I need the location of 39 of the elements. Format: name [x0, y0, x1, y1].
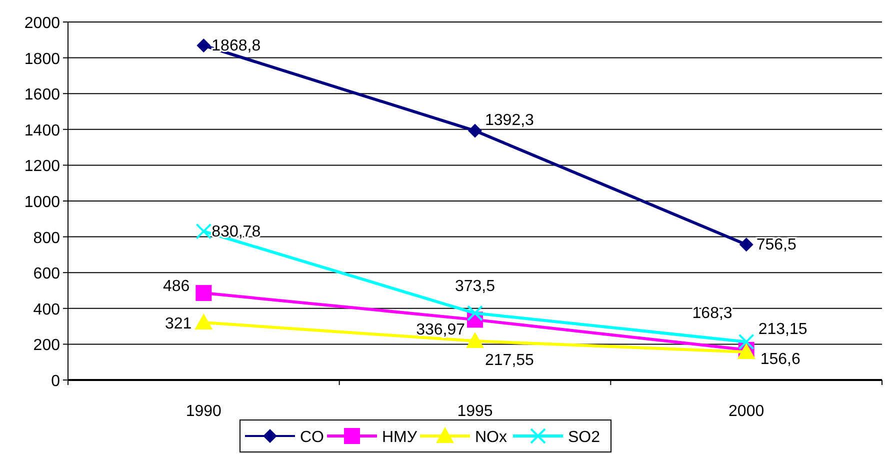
data-label: 168,3 — [692, 304, 732, 322]
y-tick-label: 1400 — [24, 122, 60, 140]
data-label: 756,5 — [756, 236, 796, 254]
x-tick-label: 1990 — [186, 403, 222, 420]
data-label: 373,5 — [454, 278, 496, 296]
point — [194, 314, 213, 330]
point — [196, 223, 212, 240]
data-label: 1392,3 — [485, 112, 534, 129]
x-tick-label: 1995 — [457, 403, 493, 420]
point — [468, 124, 482, 138]
legend-label: SO2 — [568, 429, 600, 446]
y-tick-label: 800 — [33, 230, 60, 247]
y-tick-label: 1200 — [24, 158, 60, 176]
point — [738, 334, 754, 350]
y-tick-label: 1000 — [24, 194, 60, 211]
point — [466, 332, 484, 348]
data-label: 217,55 — [485, 352, 534, 370]
data-label: 830,78 — [212, 223, 261, 240]
point — [196, 38, 211, 52]
data-label: 321 — [164, 316, 192, 333]
data-label: 486 — [162, 278, 190, 296]
y-tick-label: 400 — [33, 301, 60, 318]
y-tick-label: 1800 — [24, 50, 60, 68]
data-label: 213,15 — [758, 320, 808, 338]
legend-label: NOx — [475, 429, 507, 446]
y-tick-label: 2000 — [24, 15, 60, 32]
data-label: 156,6 — [760, 350, 800, 368]
data-label: 336,97 — [416, 322, 466, 339]
y-tick-label: 200 — [33, 337, 60, 354]
legend-label: НМУ — [382, 429, 418, 446]
legend-label: CO — [300, 429, 324, 446]
x-tick-label: 2000 — [728, 403, 764, 420]
y-tick-label: 0 — [51, 373, 60, 390]
data-label: 1868,8 — [212, 37, 261, 54]
y-tick-label: 600 — [33, 266, 60, 283]
point — [196, 285, 212, 302]
y-tick-label: 1600 — [24, 86, 60, 104]
point — [739, 238, 754, 252]
point — [467, 305, 483, 322]
